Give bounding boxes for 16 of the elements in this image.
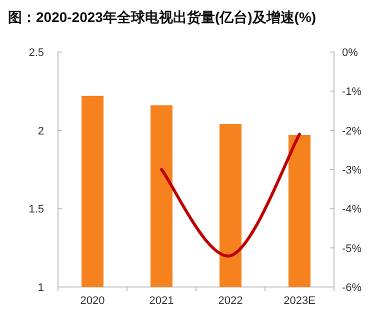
- y-tick-label: 1.5: [28, 204, 44, 216]
- chart-title: 图：2020-2023年全球电视出货量(亿台)及增速(%): [8, 9, 316, 25]
- x-tick-label: 2020: [80, 295, 105, 307]
- y2-tick-label: -4%: [342, 204, 362, 216]
- y2-tick-label: -5%: [342, 242, 362, 255]
- y-tick-label: 2: [38, 125, 44, 138]
- y2-tick-label: 0%: [342, 47, 358, 59]
- y2-tick-label: -2%: [342, 125, 362, 138]
- x-tick-label: 2021: [149, 295, 174, 307]
- x-tick-label: 2023E: [284, 295, 316, 307]
- y2-tick-label: -1%: [342, 86, 362, 98]
- y2-tick-label: -6%: [342, 282, 362, 294]
- y-tick-label: 1: [38, 282, 44, 294]
- y-tick-label: 2.5: [28, 47, 44, 59]
- y2-tick-label: -3%: [342, 164, 362, 176]
- x-tick-label: 2022: [218, 295, 243, 307]
